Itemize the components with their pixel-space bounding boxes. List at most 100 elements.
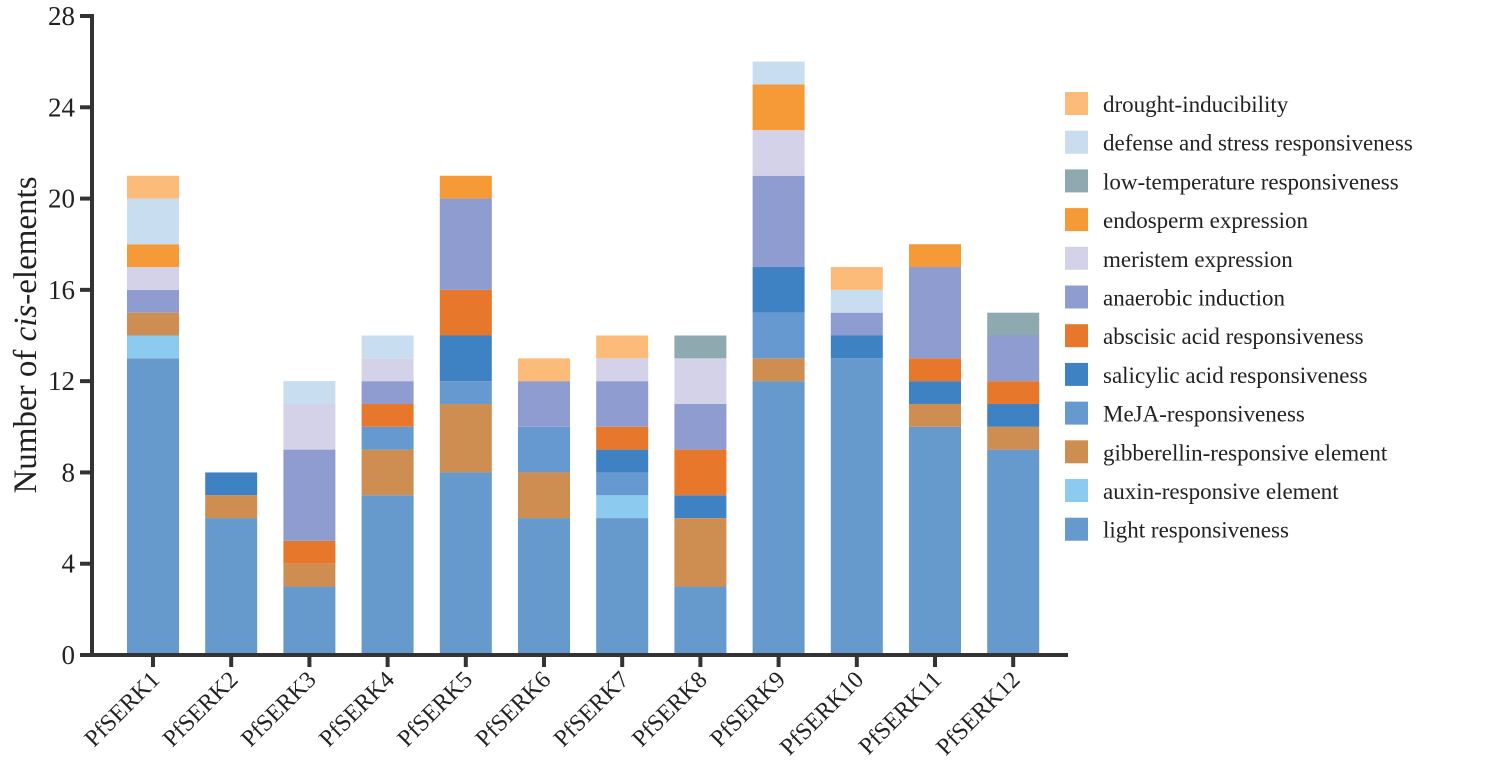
bar-segment [596,472,649,496]
x-tick-label: PfSERK11 [854,667,947,760]
bar-segment [909,267,961,359]
bar-segment [518,472,570,519]
bar-segment [283,563,336,587]
bar-segment [909,426,961,655]
bar-segment [127,198,179,245]
bar-segment [752,61,805,85]
legend-label: meristem expression [1103,247,1293,272]
legend-label: defense and stress responsiveness [1103,131,1413,156]
legend-label: gibberellin-responsive element [1103,440,1388,465]
bar-segment [518,426,570,473]
legend-item: defense and stress responsiveness [1065,130,1413,156]
bar-segment [752,358,805,382]
y-axis-label: Number of cis-elements [8,176,44,493]
bar-segment [752,267,805,313]
legend-label: anaerobic induction [1103,286,1286,311]
bar-segment [361,335,414,359]
bar-segment [830,312,883,336]
bar-segment [518,381,570,427]
bar-segment [987,381,1040,404]
legend-swatch [1065,401,1088,425]
y-axis-label-part: Number of [8,341,44,493]
legend-item: MeJA-responsiveness [1065,401,1305,427]
bar-segment [987,312,1040,336]
legend: drought-inducibility defense and stress r… [1065,92,1413,543]
bar-segment [205,495,258,519]
bar-segment [439,472,492,655]
legend-item: abscisic acid responsiveness [1065,324,1364,349]
bar-segment [439,403,492,473]
bar-segment [439,335,492,382]
bar-segment [752,175,805,268]
legend-item: light responsiveness [1065,517,1289,543]
legend-label: auxin-responsive element [1103,479,1339,504]
legend-label: endosperm expression [1103,208,1309,233]
bar-segment [674,495,727,519]
legend-swatch [1065,479,1088,502]
bar-segment [596,358,649,382]
bar-segment [361,358,414,382]
bar-segment [596,381,649,427]
legend-label: low-temperature responsiveness [1103,169,1399,194]
legend-item: gibberellin-responsive element [1065,440,1388,465]
legend-item: endosperm expression [1065,208,1309,233]
bar-segment [674,335,727,359]
legend-swatch [1065,169,1088,193]
bar-segment [127,175,179,199]
legend-swatch [1065,285,1088,309]
legend-swatch [1065,440,1088,464]
x-tick-label: PfSERK3 [236,667,321,752]
bar-segment [909,381,961,404]
bar-segment [674,403,727,450]
bar-segment [596,518,649,655]
legend-swatch [1065,362,1088,386]
y-tick-label: 12 [48,366,75,396]
bar-segment [830,358,883,655]
bar-segment [361,403,414,427]
legend-label: salicylic acid responsiveness [1103,363,1367,388]
bar-segment [283,381,336,404]
bar-segment [127,358,179,655]
bar-segment [909,403,961,427]
x-tick-label: PfSERK7 [549,667,634,752]
bar-segment [283,586,336,655]
bar-segment [361,381,414,404]
x-tick-label: PfSERK12 [932,667,1026,761]
bar-segment [518,518,570,655]
bar-segment [439,381,492,404]
bar-segment [987,449,1040,655]
bar-segment [674,358,727,404]
legend-item: low-temperature responsiveness [1065,169,1399,194]
bars [127,61,1040,655]
y-tick-label: 28 [48,1,75,31]
bar-segment [596,495,649,519]
bar-segment [283,403,336,450]
y-tick-label: 24 [48,92,76,122]
bar-segment [596,426,649,450]
x-tick-label: PfSERK4 [315,667,400,752]
bar-segment [752,381,805,655]
x-tick-label: PfSERK2 [158,667,243,752]
bar-segment [752,312,805,359]
bar-segment [127,289,179,313]
x-tick-label: PfSERK5 [393,667,478,752]
bar-segment [752,84,805,131]
bar-segment [439,198,492,290]
bar-segment [674,518,727,587]
bar-segment [909,358,961,382]
legend-swatch [1065,130,1088,154]
x-tick-label: PfSERK10 [775,667,869,761]
legend-label: drought-inducibility [1103,92,1289,117]
bar-segment [987,335,1040,382]
bar-segment [361,449,414,496]
bar-segment [674,586,727,655]
legend-swatch [1065,246,1088,270]
bar-segment [987,426,1040,450]
bar-segment [439,175,492,199]
y-tick-label: 8 [62,457,76,487]
x-tick-label: PfSERK6 [471,667,556,752]
legend-swatch [1065,92,1088,115]
bar-segment [596,335,649,359]
bar-segment [283,540,336,564]
bar-segment [127,267,179,290]
